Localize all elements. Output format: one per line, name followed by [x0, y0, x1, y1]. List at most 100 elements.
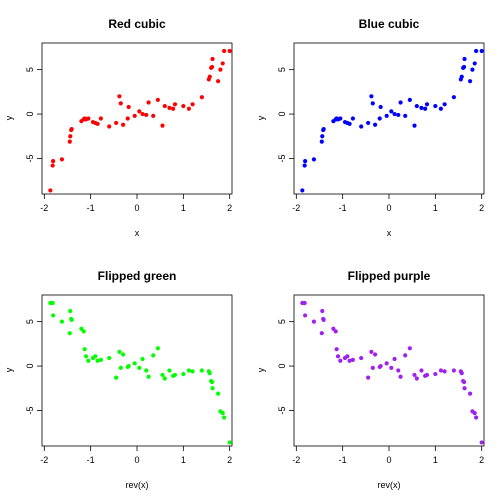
data-point [438, 106, 444, 111]
data-point [146, 374, 151, 379]
x-tick-label: 1 [181, 455, 186, 465]
y-axis-ticks: -5 0 5 [25, 67, 42, 162]
data-point [118, 365, 123, 370]
panel-title: Flipped purple [348, 269, 431, 283]
data-point [369, 349, 374, 354]
x-tick-label: 0 [386, 455, 391, 465]
data-point [474, 48, 479, 54]
y-axis-label: y [256, 115, 266, 120]
data-point [407, 346, 412, 351]
x-tick-label: 2 [227, 203, 232, 213]
data-point [107, 355, 112, 361]
y-tick-label: 5 [277, 319, 287, 324]
data-point [407, 97, 412, 102]
data-point [414, 376, 419, 381]
x-tick-label: 2 [479, 455, 484, 465]
data-point [302, 163, 307, 168]
data-point [107, 124, 112, 129]
data-point [442, 102, 447, 107]
data-point [140, 356, 145, 362]
y-tick-label: -5 [25, 406, 35, 414]
x-axis-label: x [135, 228, 140, 238]
data-point [160, 372, 165, 378]
data-point [144, 112, 149, 118]
data-point [303, 159, 308, 164]
data-point [222, 415, 227, 420]
data-point [377, 364, 382, 370]
x-axis-label: x [387, 228, 392, 238]
x-tick-label: 0 [386, 203, 391, 213]
panel-title: Flipped green [98, 269, 177, 283]
data-point [458, 369, 463, 374]
data-point [50, 163, 55, 168]
data-points [300, 48, 484, 193]
data-point [190, 369, 195, 374]
data-point [474, 415, 479, 420]
y-tick-label: 0 [25, 364, 35, 369]
x-tick-label: -1 [339, 203, 347, 213]
data-point [470, 67, 475, 72]
data-point [338, 358, 343, 363]
data-point [451, 368, 456, 373]
x-tick-label: 2 [227, 455, 232, 465]
data-point [359, 355, 364, 361]
y-tick-label: -5 [277, 154, 287, 162]
y-tick-label: -5 [25, 154, 35, 162]
data-point [83, 354, 89, 359]
y-tick-label: 5 [25, 67, 35, 72]
data-point [438, 368, 444, 373]
data-point [90, 355, 96, 361]
data-point [220, 61, 225, 66]
data-point [186, 368, 192, 373]
y-tick-label: 5 [277, 67, 287, 72]
data-point [67, 139, 72, 144]
data-point [433, 103, 438, 109]
data-point [433, 371, 438, 377]
data-point [95, 358, 100, 363]
x-tick-label: -1 [87, 455, 95, 465]
data-point [95, 121, 100, 126]
panel-blue-cubic: Blue cubic x y -2 -1 0 1 2 -5 0 5 [256, 17, 485, 238]
data-point [370, 365, 375, 370]
data-point [137, 109, 142, 114]
x-axis-ticks: -2 -1 0 1 2 [40, 194, 232, 213]
data-point [117, 94, 122, 99]
data-point [335, 354, 341, 359]
data-point [162, 376, 167, 381]
data-point [68, 308, 73, 314]
data-point [461, 64, 467, 70]
y-tick-label: 0 [277, 364, 287, 369]
data-point [389, 109, 394, 114]
data-point [67, 331, 72, 336]
data-point [79, 326, 84, 331]
data-point [303, 313, 308, 318]
data-points [48, 48, 232, 193]
data-point [155, 97, 160, 102]
data-point [98, 357, 103, 362]
data-point [155, 346, 160, 351]
data-point [319, 331, 324, 336]
data-point [350, 116, 355, 121]
panel-title: Blue cubic [359, 17, 420, 31]
x-axis-ticks: -2 -1 0 1 2 [292, 194, 484, 213]
data-points [48, 300, 232, 445]
data-point [359, 124, 364, 129]
data-point [137, 365, 142, 370]
data-point [51, 159, 56, 164]
data-point [321, 316, 326, 322]
data-point [48, 188, 53, 193]
data-point [396, 112, 401, 118]
data-point [210, 386, 215, 391]
data-point [370, 101, 375, 106]
data-point [120, 352, 126, 357]
data-point [209, 64, 215, 70]
data-point [389, 365, 394, 370]
data-point [396, 368, 401, 373]
plot-frame [293, 42, 485, 195]
data-point [209, 379, 214, 384]
data-point [377, 116, 382, 121]
data-point [215, 391, 221, 396]
x-tick-label: 1 [433, 203, 438, 213]
data-point [369, 94, 374, 99]
x-tick-label: 1 [433, 455, 438, 465]
